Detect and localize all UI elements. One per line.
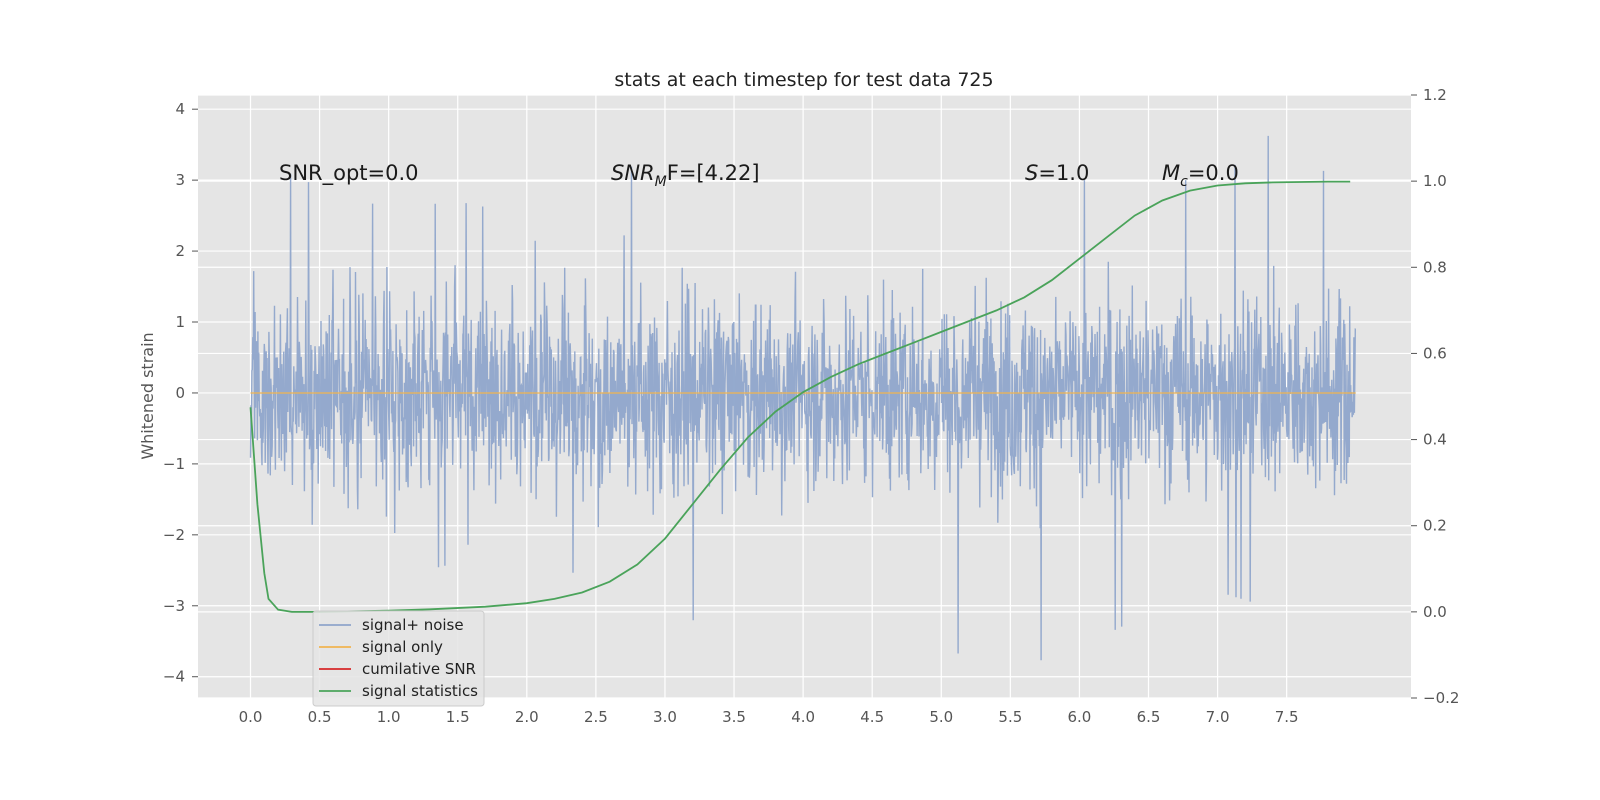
legend-label: signal+ noise	[362, 616, 464, 634]
y-axis-label: Whitened strain	[138, 332, 157, 459]
signal-noise-series	[249, 135, 1356, 661]
legend-label: signal only	[362, 638, 443, 656]
y2-tick-label: −0.2	[1423, 689, 1459, 707]
y2-tick-label: 0.2	[1423, 517, 1447, 535]
x-tick-label: 6.5	[1137, 708, 1161, 726]
x-tick-label: 3.5	[722, 708, 746, 726]
x-tick-label: 5.5	[998, 708, 1022, 726]
annotation-mc-sub: c	[1180, 174, 1188, 190]
y2-tick-label: 1.2	[1423, 86, 1447, 104]
x-tick-label: 1.0	[377, 708, 401, 726]
y2-tick-label: 0.8	[1423, 258, 1447, 276]
y2-tick-label: 0.0	[1423, 603, 1447, 621]
y-tick-label: 3	[175, 171, 185, 189]
legend: signal+ noise signal only cumilative SNR si…	[312, 610, 485, 707]
y-tick-label: −3	[163, 597, 185, 615]
x-tick-label: 2.0	[515, 708, 539, 726]
x-tick-label: 7.5	[1275, 708, 1299, 726]
x-tick-label: 2.5	[584, 708, 608, 726]
annotation-mc-value: =0.0	[1188, 161, 1239, 185]
y-tick-label: 2	[175, 242, 185, 260]
x-tick-label: 3.0	[653, 708, 677, 726]
legend-box	[312, 610, 485, 707]
annotation-mc: Mc=0.0	[1162, 161, 1239, 190]
annotation-mc-main: M	[1162, 161, 1180, 185]
legend-label: cumilative SNR	[362, 660, 476, 678]
y2-tick-label: 1.0	[1423, 172, 1447, 190]
annotation-s-value: =1.0	[1038, 161, 1089, 185]
y-tick-label: 4	[175, 100, 185, 118]
x-tick-label: 0.5	[308, 708, 332, 726]
x-tick-label: 6.0	[1067, 708, 1091, 726]
legend-label: signal statistics	[362, 682, 478, 700]
y2-tick-label: 0.6	[1423, 344, 1447, 362]
y-tick-label: 1	[175, 313, 185, 331]
y2-tick-label: 0.4	[1423, 431, 1447, 449]
annotation-snr-mf: SNRMF=[4.22]	[611, 161, 760, 190]
y-tick-label: 0	[175, 384, 185, 402]
x-tick-label: 0.0	[239, 708, 263, 726]
axes: 0.0 0.5 1.0 1.5 2.0 2.5 3.0 3.5 4.0 4.5 5.0 5.5 6.0 6…	[163, 86, 1460, 726]
y-tick-label: −1	[163, 455, 185, 473]
chart-title: stats at each timestep for test data 725	[614, 69, 993, 91]
x-tick-label: 5.0	[929, 708, 953, 726]
y-tick-label: −4	[163, 668, 185, 686]
x-tick-label: 4.0	[791, 708, 815, 726]
signal-noise-line	[249, 135, 1356, 661]
annotation-snr-mf-sub: M	[655, 174, 667, 190]
y-tick-label: −2	[163, 526, 185, 544]
x-tick-label: 1.5	[446, 708, 470, 726]
annotation-snr-opt: SNR_opt=0.0	[279, 161, 419, 186]
x-tick-label: 7.0	[1206, 708, 1230, 726]
annotation-s: S=1.0	[1025, 161, 1089, 185]
annotation-snr-mf-main: SNR	[611, 161, 655, 185]
annotation-s-label: S	[1025, 161, 1038, 185]
x-tick-label: 4.5	[860, 708, 884, 726]
annotation-snr-mf-rest: F=[4.22]	[667, 161, 760, 185]
